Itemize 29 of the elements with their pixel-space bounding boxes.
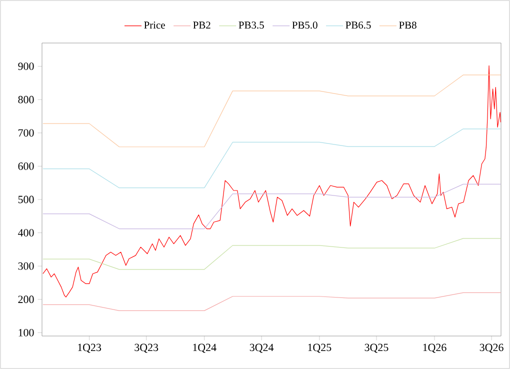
y-tick-label: 200: [18, 296, 34, 304]
legend-label: PB3.5: [238, 22, 264, 29]
y-tick-label: 400: [18, 229, 34, 236]
line-series: [42, 65, 501, 298]
legend-label: PB6.5: [346, 22, 371, 29]
line-series: [42, 238, 501, 270]
line-series: [42, 128, 501, 188]
x-tick-label: 1Q25: [308, 344, 332, 353]
x-tick-label: 3Q26: [480, 344, 504, 353]
line-series: [42, 292, 501, 311]
legend-label: Price: [144, 22, 165, 29]
y-tick-label: 900: [18, 62, 34, 70]
y-tick-label: 500: [18, 196, 34, 204]
x-tick-label: 3Q24: [250, 344, 274, 353]
y-tick-label: 700: [18, 129, 34, 137]
x-tick-label: 3Q25: [364, 344, 388, 353]
y-tick-label: 600: [18, 162, 34, 170]
line-series: [42, 184, 501, 230]
line-series: [42, 74, 501, 148]
x-tick-label: 1Q23: [78, 344, 102, 353]
y-tick-label: 100: [18, 328, 34, 336]
x-tick-label: 3Q23: [134, 344, 158, 353]
legend-label: PB8: [399, 22, 416, 29]
y-tick-label: 300: [18, 262, 34, 270]
x-tick-label: 1Q26: [423, 344, 446, 353]
x-tick-label: 1Q24: [193, 344, 216, 353]
legend-label: PB2: [193, 22, 210, 29]
legend-label: PB5.0: [292, 22, 318, 29]
y-tick-label: 800: [18, 96, 34, 104]
